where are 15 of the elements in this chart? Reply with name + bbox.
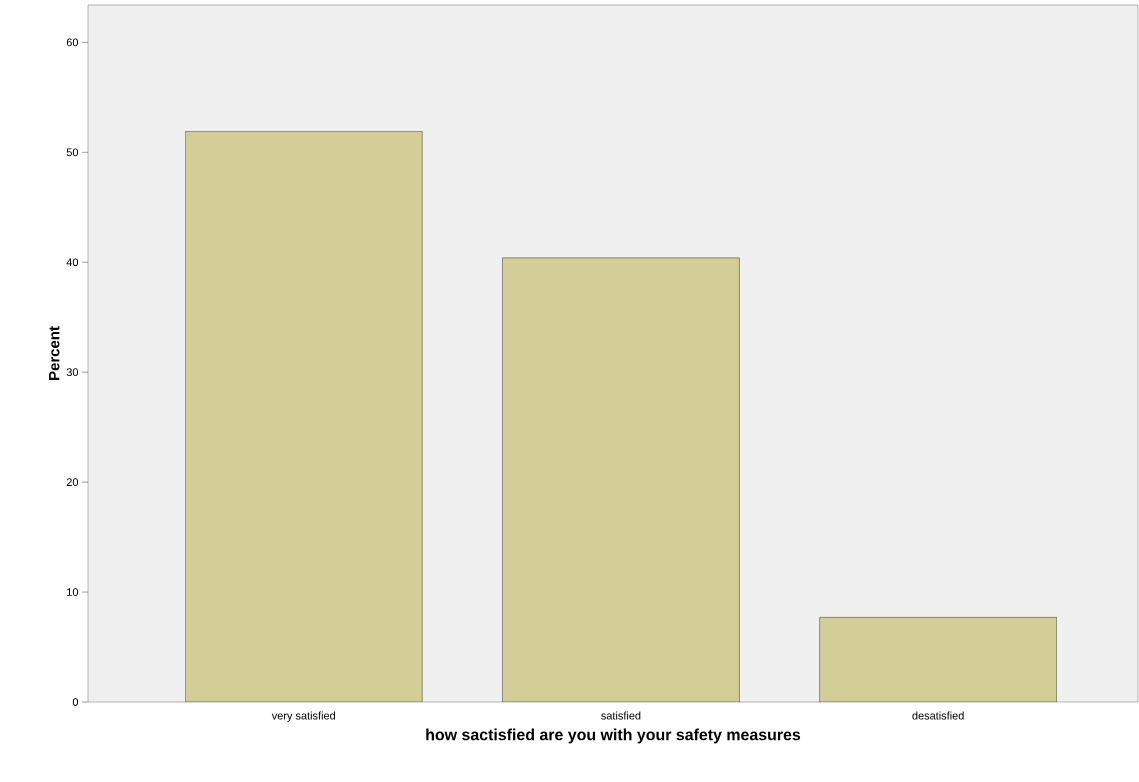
bar (819, 617, 1057, 702)
x-tick-label: satisfied (601, 711, 641, 720)
y-tick-label: 50 (66, 148, 79, 157)
y-tick-label: 60 (66, 38, 79, 47)
y-tick-label: 10 (67, 588, 79, 596)
y-axis-title: Percent (49, 326, 60, 380)
bar (502, 257, 740, 702)
y-tick-label: 30 (66, 368, 79, 377)
x-axis-title: how sactisfied are you with your safety measures (426, 728, 801, 744)
y-tick-label: 20 (66, 478, 79, 486)
bar (185, 131, 423, 702)
x-tick-label: desatisfied (912, 711, 964, 720)
y-tick-label: 40 (66, 258, 79, 267)
x-tick-label: very satisfied (271, 711, 335, 722)
y-tick-label: 0 (72, 698, 79, 706)
